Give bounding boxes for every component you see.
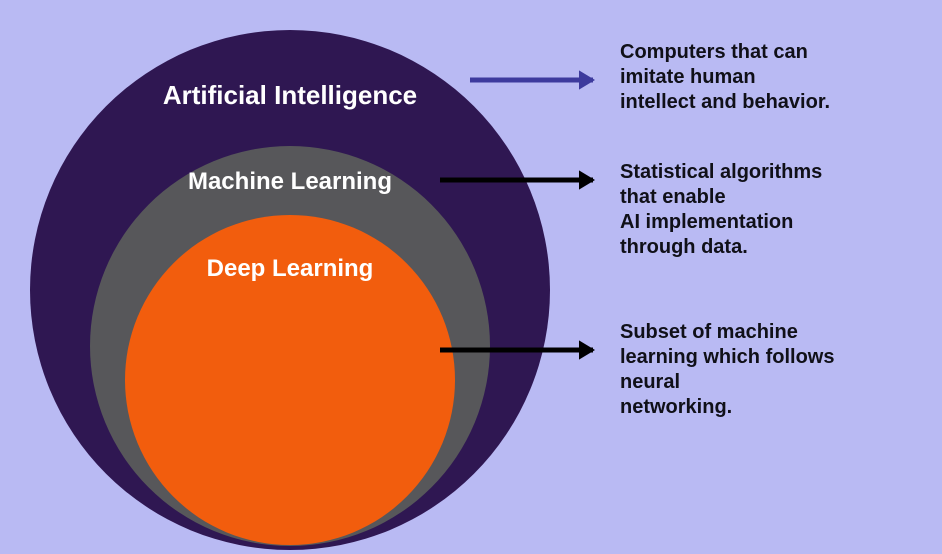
diagram-stage: Artificial Intelligence Machine Learning… [0, 0, 942, 554]
desc-ai: Computers that canimitate humanintellect… [620, 40, 830, 115]
circle-dl-label: Deep Learning [125, 255, 455, 283]
circle-ml-label: Machine Learning [90, 168, 490, 196]
arrow-ai [470, 64, 627, 100]
circle-dl: Deep Learning [125, 215, 455, 545]
arrow-ml [440, 164, 627, 200]
arrow-dl [440, 334, 627, 370]
desc-dl: Subset of machinelearning which followsn… [620, 320, 834, 420]
desc-ml: Statistical algorithmsthat enableAI impl… [620, 160, 822, 260]
